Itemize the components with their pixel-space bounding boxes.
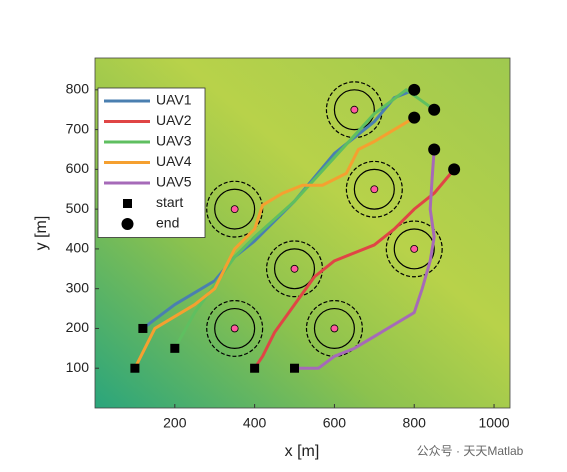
y-tick-label: 500 [66, 200, 90, 216]
threat-center [230, 205, 239, 214]
x-tick-label: 400 [243, 415, 267, 431]
legend-label: UAV2 [156, 112, 192, 128]
end-marker [408, 111, 421, 124]
start-marker [250, 363, 260, 373]
x-axis-label: x [m] [285, 443, 320, 460]
threat-ring [214, 188, 256, 230]
y-tick-label: 700 [66, 120, 90, 136]
legend-label: UAV1 [156, 92, 192, 108]
uav-path [173, 88, 436, 350]
x-tick-label: 600 [323, 415, 347, 431]
threat-ring [214, 307, 256, 349]
threat-ring [393, 228, 435, 270]
legend-label: UAV5 [156, 174, 192, 190]
legend-label: UAV4 [156, 153, 192, 169]
y-tick-label: 600 [66, 160, 90, 176]
start-marker [130, 363, 140, 373]
threat-ring [345, 160, 403, 218]
y-tick-label: 800 [66, 81, 90, 97]
start-marker [138, 323, 148, 333]
uav-path [253, 168, 456, 370]
threat-center [350, 105, 359, 114]
threat-ring [206, 300, 264, 357]
x-tick-label: 800 [403, 415, 427, 431]
watermark: 公众号 · 天天Matlab [417, 444, 524, 458]
y-tick-label: 300 [66, 279, 90, 295]
start-marker [290, 363, 300, 373]
x-tick-label: 200 [163, 415, 187, 431]
threat-center [290, 264, 299, 273]
legend-swatch [121, 218, 134, 230]
legend-label: start [156, 194, 183, 210]
legend-swatch [123, 199, 132, 208]
threat-center [370, 185, 379, 194]
end-marker [428, 103, 441, 116]
threat-ring [313, 307, 355, 349]
y-tick-label: 400 [66, 240, 90, 256]
start-marker [170, 343, 180, 353]
y-tick-label: 200 [66, 319, 90, 335]
threat-ring [385, 220, 443, 278]
y-axis-label: y [m] [33, 216, 50, 251]
legend-label: end [156, 215, 179, 231]
uav-path [133, 116, 416, 369]
threat-center [410, 245, 419, 253]
threat-center [230, 324, 239, 333]
x-tick-label: 1000 [478, 415, 509, 431]
legend-label: UAV3 [156, 133, 192, 149]
end-marker [448, 163, 461, 176]
threat-ring [333, 89, 375, 131]
uav-path [294, 149, 436, 370]
plot-frame [94, 57, 511, 409]
threat-ring [273, 248, 316, 290]
threat-center [330, 324, 339, 333]
threat-ring [353, 168, 395, 210]
end-marker [408, 83, 421, 96]
end-marker [428, 143, 441, 156]
y-tick-label: 100 [66, 359, 90, 375]
